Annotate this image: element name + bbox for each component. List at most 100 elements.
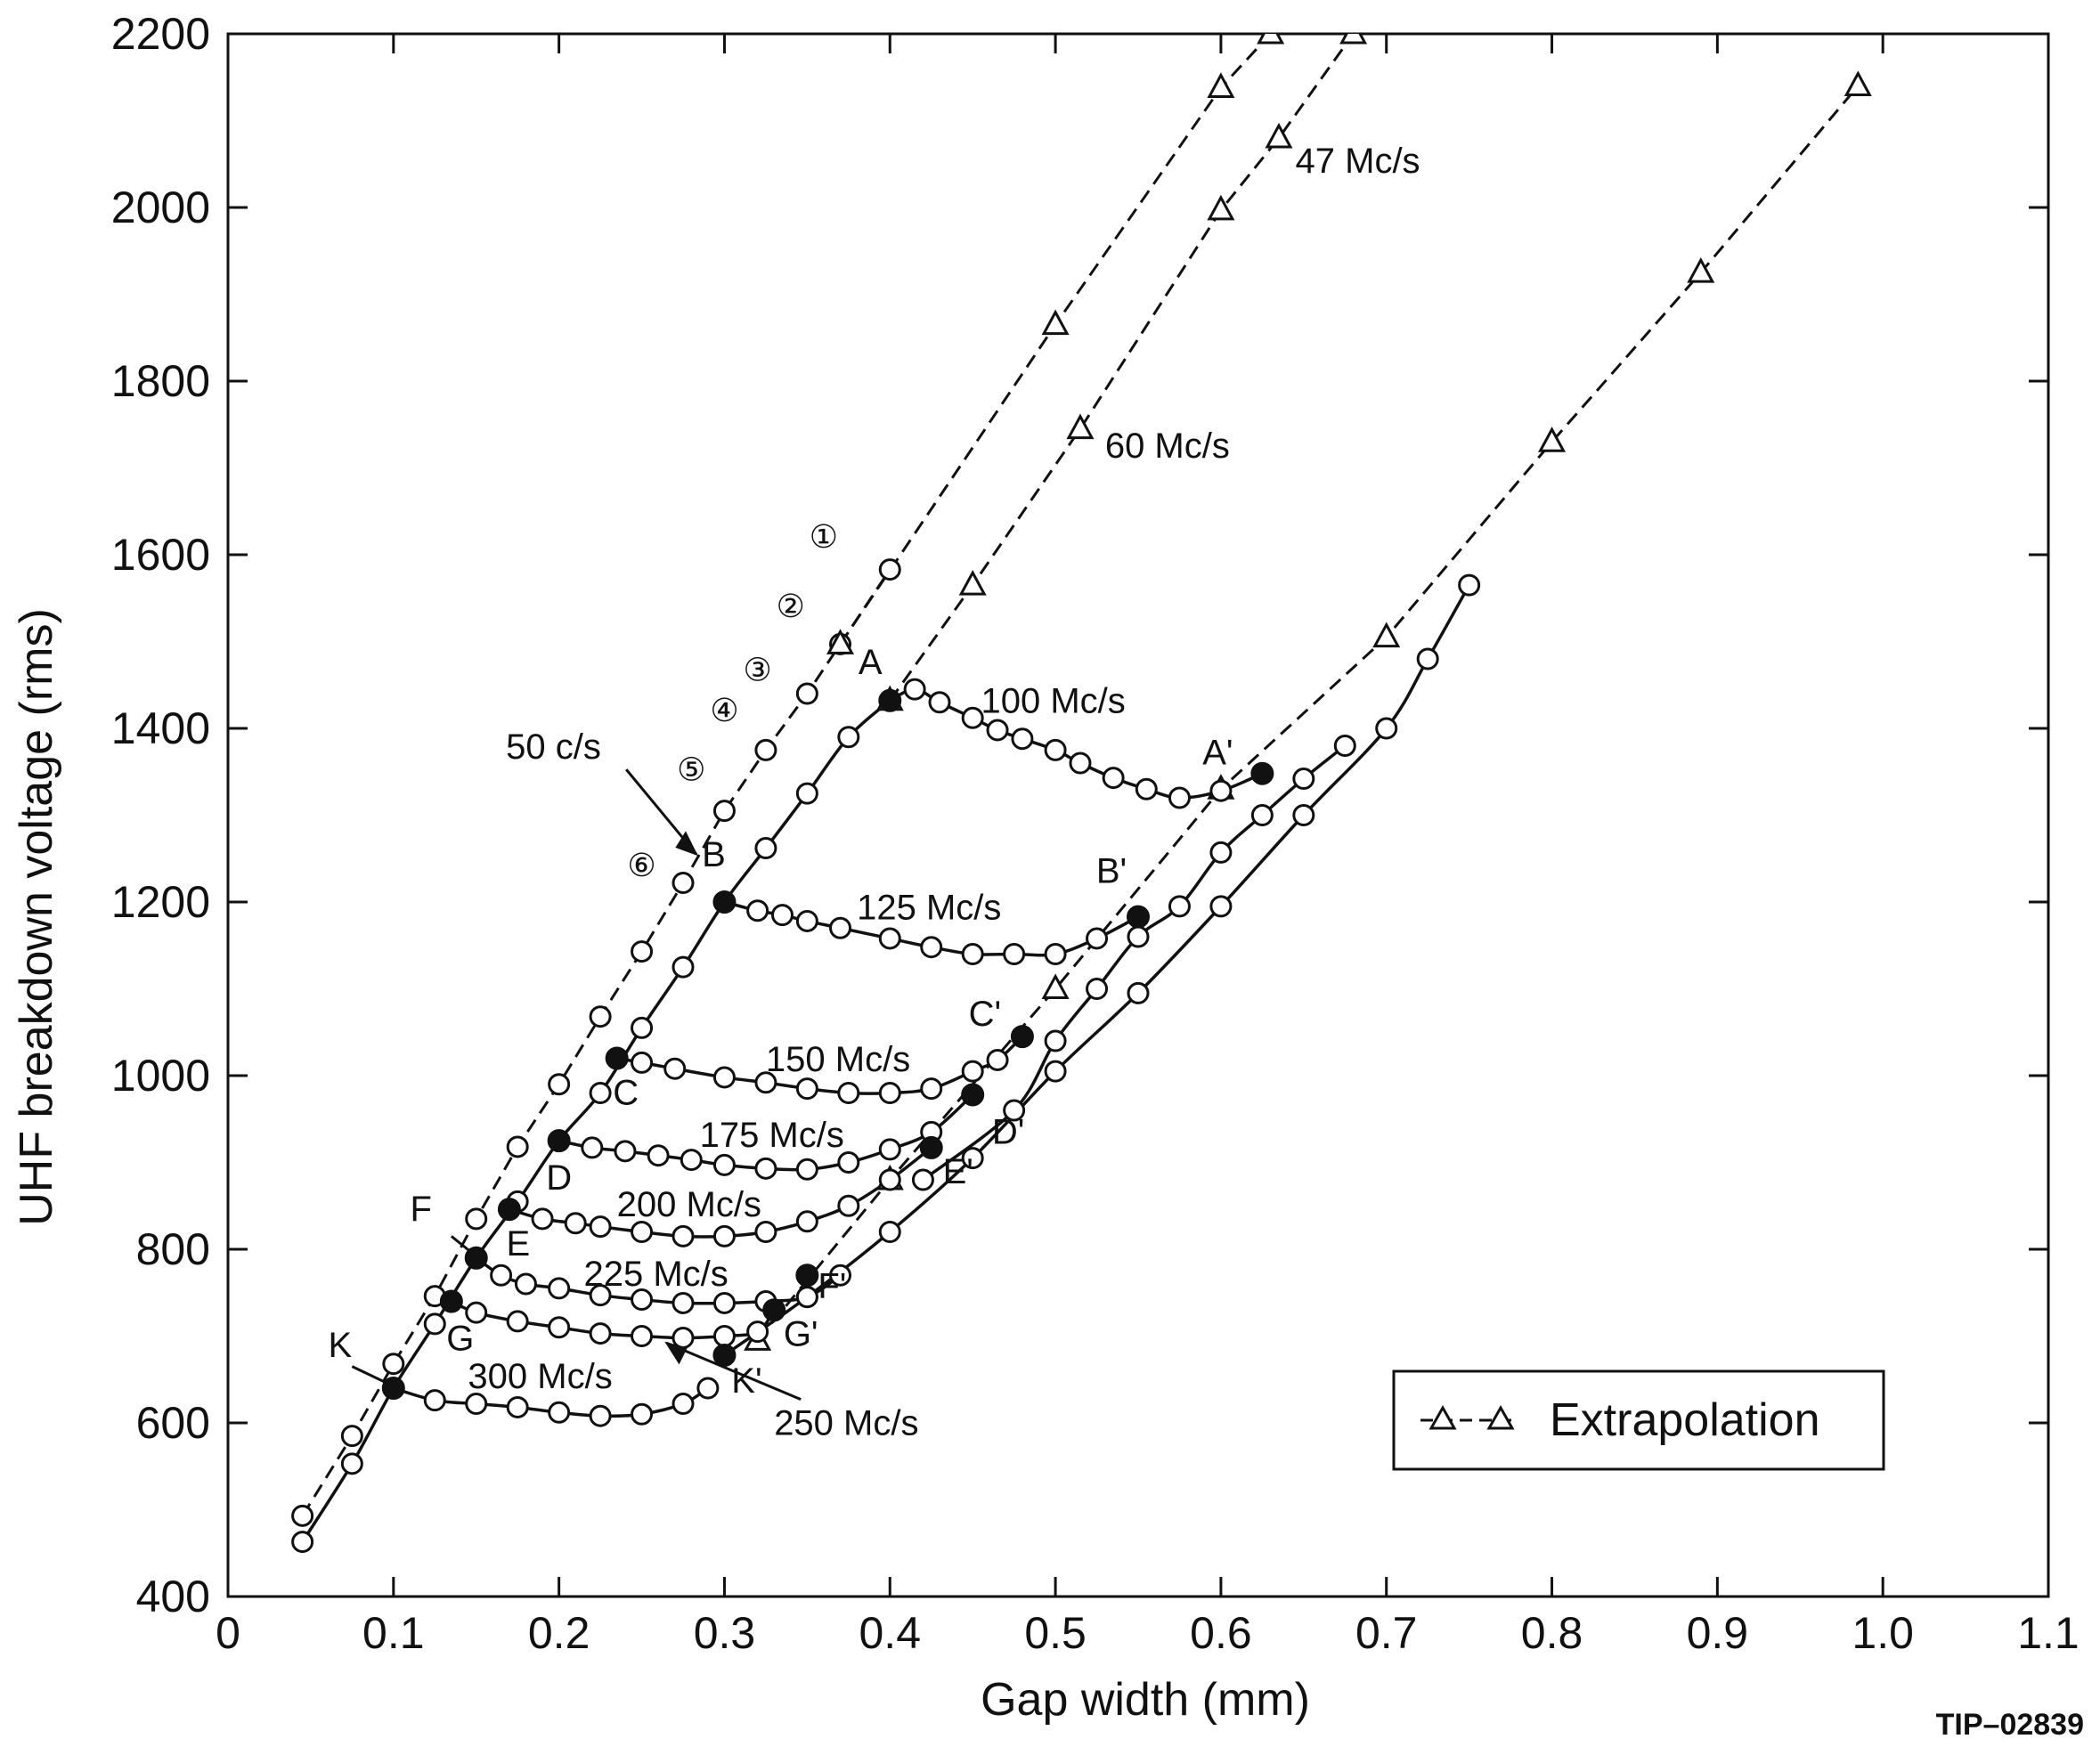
50-c-s-circle-marker: [878, 558, 901, 581]
point-k-prime-marker: [712, 1343, 737, 1367]
250-mc-s-line: [451, 1299, 776, 1340]
y-tick-label: 1800: [111, 356, 210, 406]
250-mc-s-circle-marker: [589, 1322, 612, 1345]
250-mc-s-circle-marker: [631, 1325, 654, 1347]
225-mc-s-circle-marker: [514, 1272, 537, 1296]
circled-number-5: ⑤: [677, 752, 705, 788]
50-c-s-circle-marker: [754, 738, 777, 761]
series-1-line: [839, 34, 1272, 646]
100-mc-s-circle-marker: [986, 719, 1009, 742]
y-tick-label: 400: [136, 1572, 210, 1621]
225-mc-s-circle-marker: [795, 1286, 818, 1309]
150-mc-s-circle-marker: [878, 1082, 901, 1104]
series-6-circle-marker: [1209, 841, 1233, 864]
125-mc-s-circle-marker: [920, 936, 943, 959]
point-a-marker: [878, 688, 902, 712]
series-label-60-mc-s: 60 Mc/s: [1105, 427, 1230, 466]
150-mc-s-circle-marker: [663, 1057, 687, 1080]
point-g-prime-marker: [762, 1298, 786, 1322]
point-label-f-prime: F': [818, 1266, 846, 1305]
300-mc-s-circle-marker: [696, 1377, 720, 1400]
47-mc-s-triangle-marker: [958, 569, 987, 596]
100-mc-s-circle-marker: [903, 678, 926, 701]
x-tick-label: 1.1: [2017, 1608, 2080, 1658]
150-mc-s-circle-marker: [986, 1048, 1009, 1071]
x-tick-label: 0.7: [1355, 1608, 1418, 1658]
point-d-marker: [547, 1129, 571, 1153]
y-tick-label: 1200: [111, 877, 210, 927]
300-mc-s-circle-marker: [672, 1393, 695, 1416]
annotation-50-c-s: 50 c/s: [506, 727, 601, 767]
150-mc-s-circle-marker: [920, 1077, 943, 1101]
200-mc-s-circle-marker: [531, 1207, 554, 1231]
175-mc-s-circle-marker: [581, 1136, 604, 1159]
175-mc-s-circle-marker: [878, 1138, 901, 1161]
250-mc-s-circle-marker: [672, 1326, 695, 1349]
50-c-s-circle-marker: [795, 682, 818, 705]
300-mc-s-circle-marker: [548, 1401, 571, 1424]
60-mc-s-triangle-marker: [1372, 622, 1401, 648]
200-mc-s-circle-marker: [589, 1215, 612, 1239]
series-6-circle-marker: [1333, 735, 1356, 757]
series-5-circle-marker: [1044, 1060, 1067, 1083]
annotation-50-c-s-arrowhead: [675, 831, 698, 857]
125-mc-s-circle-marker: [1044, 943, 1067, 965]
series-6-circle-marker: [1127, 925, 1150, 948]
series-4-circle-marker: [291, 1531, 314, 1554]
150-mc-s-circle-marker: [837, 1082, 860, 1104]
50-c-s-circle-marker: [291, 1504, 314, 1527]
point-c-marker: [605, 1046, 629, 1070]
60-mc-s-line: [756, 85, 1860, 1342]
series-5-circle-marker: [961, 1147, 984, 1170]
plot-frame: [226, 32, 2050, 1598]
series-label-250-mc-s: 250 Mc/s: [774, 1404, 918, 1443]
series-5-circle-marker: [878, 1221, 901, 1243]
series-1-triangle-marker: [1257, 34, 1285, 45]
series-6-line: [922, 744, 1347, 1182]
250-mc-s-circle-marker: [712, 1325, 736, 1347]
pointer-k: [351, 1365, 389, 1385]
series-4-circle-marker: [631, 1016, 654, 1039]
x-tick-label: 0.8: [1521, 1608, 1583, 1658]
legend-triangle-left: [1428, 1404, 1457, 1430]
point-e-prime-marker: [919, 1135, 943, 1159]
pointer-250-mc-s: [665, 1341, 802, 1402]
125-mc-s-circle-marker: [878, 927, 901, 950]
pointer-f: [450, 1235, 474, 1255]
60-mc-s-triangle-marker: [1687, 256, 1715, 283]
225-mc-s-circle-marker: [712, 1291, 736, 1314]
225-mc-s-circle-marker: [548, 1277, 571, 1300]
225-mc-s-circle-marker: [829, 1264, 852, 1287]
series-label-175-mc-s: 175 Mc/s: [700, 1116, 844, 1155]
50-c-s-circle-marker: [382, 1353, 405, 1376]
100-mc-s-circle-marker: [1209, 779, 1233, 802]
circled-number-4: ④: [710, 692, 738, 728]
series-4-circle-marker: [423, 1312, 446, 1336]
series-5-circle-marker: [1209, 895, 1233, 918]
series-6-circle-marker: [1086, 978, 1109, 1000]
y-axis-title: UHF breakdown voltage (rms): [11, 608, 62, 1226]
175-mc-s-circle-marker: [647, 1144, 670, 1167]
series-5-circle-marker: [1292, 804, 1315, 826]
60-mc-s-triangle-marker: [1041, 973, 1070, 999]
y-tick-label: 1400: [111, 703, 210, 753]
200-mc-s-circle-marker: [564, 1212, 587, 1235]
47-mc-s-triangle-marker: [1339, 34, 1368, 45]
point-label-g-prime: G': [784, 1314, 818, 1353]
225-mc-s-circle-marker: [631, 1288, 654, 1312]
y-tick-label: 2000: [111, 183, 210, 232]
200-mc-s-circle-marker: [837, 1194, 860, 1217]
legend: Extrapolation: [1392, 1369, 1885, 1471]
50-c-s-circle-marker: [548, 1073, 571, 1096]
point-b-prime-marker: [1127, 905, 1150, 929]
47-mc-s-triangle-marker: [1066, 413, 1095, 440]
legend-box: [1392, 1369, 1885, 1471]
225-mc-s-circle-marker: [589, 1284, 612, 1307]
series-label-47-mc-s: 47 Mc/s: [1296, 142, 1420, 181]
figure-id: TIP–02839: [1936, 1708, 2084, 1742]
circled-number-1: ①: [810, 518, 838, 555]
150-mc-s-circle-marker: [754, 1071, 777, 1094]
x-tick-label: 0.6: [1190, 1608, 1252, 1658]
point-label-f: F: [411, 1190, 432, 1229]
